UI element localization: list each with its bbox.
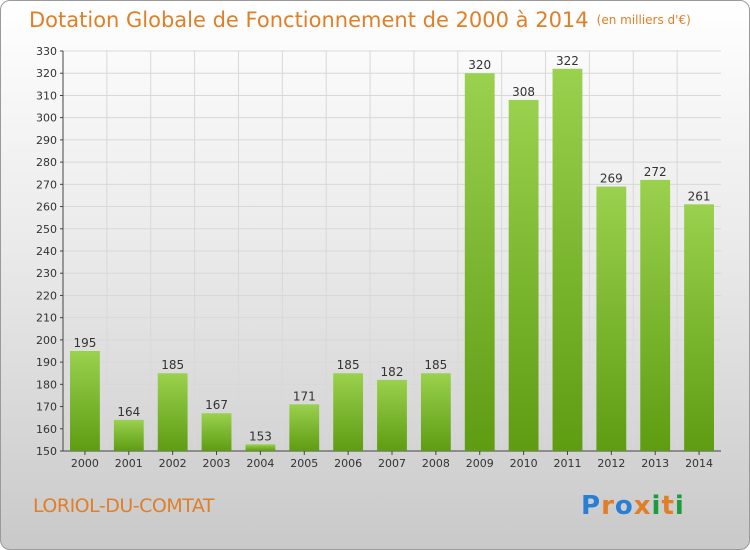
- x-tick-label: 2011: [553, 457, 581, 470]
- x-tick-label: 2010: [510, 457, 538, 470]
- y-tick-label: 300: [36, 112, 57, 125]
- bar: [377, 379, 407, 451]
- x-tick-label: 2004: [246, 457, 274, 470]
- bar-value-label: 261: [688, 189, 711, 203]
- x-tick-label: 2001: [115, 457, 143, 470]
- logo-letter: P: [581, 491, 602, 521]
- x-tick-label: 2008: [422, 457, 450, 470]
- x-tick-label: 2000: [71, 457, 99, 470]
- x-tick-label: 2007: [378, 457, 406, 470]
- logo-letter: x: [633, 491, 652, 521]
- y-tick-label: 260: [36, 201, 57, 214]
- y-tick-label: 240: [36, 245, 57, 258]
- bar-value-label: 272: [644, 165, 667, 179]
- city-name: LORIOL-DU-COMTAT: [33, 495, 215, 517]
- bar: [596, 186, 627, 452]
- bar: [508, 99, 539, 451]
- bar-value-label: 164: [117, 405, 140, 419]
- y-tick-label: 150: [36, 445, 57, 458]
- x-tick-label: 2002: [159, 457, 187, 470]
- logo-letter: i: [651, 491, 662, 521]
- logo-letter: t: [661, 491, 675, 521]
- labels: 150 160 170 180 190 200 210 220 230 240 250 260 270 2…: [36, 45, 713, 470]
- bars: [70, 68, 714, 452]
- bar-value-label: 171: [293, 389, 316, 403]
- bar-value-label: 182: [381, 365, 404, 379]
- bar-value-label: 308: [512, 85, 535, 99]
- bar: [333, 373, 364, 451]
- y-tick-label: 250: [36, 223, 57, 236]
- logo-letter: r: [601, 491, 615, 521]
- y-tick-label: 330: [36, 45, 57, 58]
- x-tick-label: 2009: [466, 457, 494, 470]
- y-tick-label: 290: [36, 134, 57, 147]
- chart-title-unit: (en milliers d'€): [596, 13, 691, 27]
- bar: [420, 373, 451, 451]
- bar-value-label: 195: [73, 336, 96, 350]
- bar-value-label: 167: [205, 398, 228, 412]
- y-tick-label: 220: [36, 289, 57, 302]
- bar-value-label: 269: [600, 172, 623, 186]
- bar: [201, 413, 232, 451]
- x-tick-label: 2006: [334, 457, 362, 470]
- logo-letter: o: [614, 491, 634, 521]
- bar-value-label: 320: [468, 58, 491, 72]
- bar-value-label: 153: [249, 429, 272, 443]
- proxiti-logo: Proxiti: [581, 491, 685, 521]
- y-tick-label: 200: [36, 334, 57, 347]
- x-tick-label: 2013: [641, 457, 669, 470]
- x-tick-label: 2003: [203, 457, 231, 470]
- y-tick-label: 270: [36, 178, 57, 191]
- chart-title: Dotation Globale de Fonctionnement de 20…: [29, 8, 691, 32]
- y-tick-label: 180: [36, 378, 57, 391]
- y-tick-label: 170: [36, 401, 57, 414]
- y-tick-label: 230: [36, 267, 57, 280]
- y-tick-label: 190: [36, 356, 57, 369]
- logo-letter: i: [674, 491, 685, 521]
- y-tick-label: 210: [36, 312, 57, 325]
- y-tick-label: 310: [36, 89, 57, 102]
- bar: [640, 179, 671, 451]
- y-tick-label: 280: [36, 156, 57, 169]
- bar-value-label: 185: [161, 358, 184, 372]
- bar: [70, 351, 100, 451]
- chart-title-text: Dotation Globale de Fonctionnement de 20…: [29, 8, 589, 32]
- y-tick-label: 320: [36, 67, 57, 80]
- bar: [552, 68, 583, 452]
- x-tick-label: 2012: [597, 457, 625, 470]
- bar: [684, 204, 714, 451]
- bar-value-label: 185: [337, 358, 360, 372]
- bar-value-label: 322: [556, 54, 579, 68]
- bar: [464, 73, 495, 451]
- bar: [289, 404, 320, 451]
- bar: [157, 373, 188, 451]
- y-tick-label: 160: [36, 423, 57, 436]
- x-tick-label: 2014: [685, 457, 713, 470]
- x-tick-label: 2005: [290, 457, 318, 470]
- bar: [245, 444, 276, 451]
- bar: [113, 419, 144, 451]
- bar-value-label: 185: [424, 358, 447, 372]
